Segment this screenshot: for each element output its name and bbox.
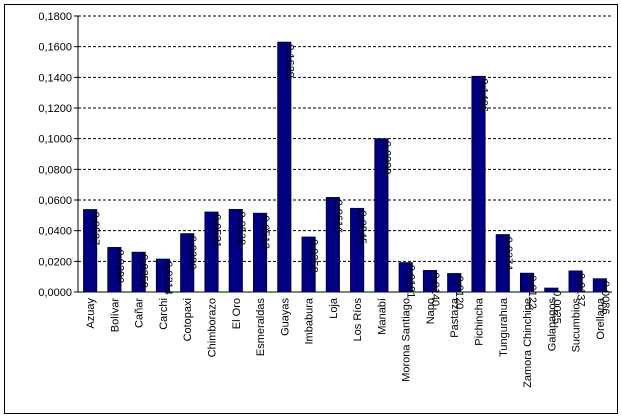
x-tick-label: Loja: [328, 297, 340, 319]
y-tick-label: 0,0800: [38, 164, 72, 176]
x-tick-label: Azuay: [85, 298, 97, 329]
bar: [374, 138, 389, 293]
y-tick-label: 0,1800: [38, 11, 72, 23]
value-label: 0,0191: [405, 265, 417, 299]
bar: [495, 234, 510, 293]
bar: [422, 270, 438, 293]
x-tick-label: Guayas: [279, 298, 291, 336]
value-label: 0,0374: [502, 237, 514, 271]
bar: [519, 272, 535, 293]
chart-frame: [4, 4, 618, 414]
x-tick-label: Pastaza: [449, 297, 461, 338]
value-label: 0,0616: [332, 200, 344, 234]
bar: [155, 258, 171, 293]
x-tick-label: Cañar: [134, 298, 146, 328]
x-tick-label: Carchi: [158, 298, 170, 330]
x-tick-label: Cotopaxi: [182, 298, 194, 341]
bar: [83, 209, 98, 293]
value-label: 0,0140: [429, 273, 441, 307]
value-label: 0,0259: [138, 254, 150, 288]
value-label: 0,0380: [186, 236, 198, 270]
y-tick-label: 0,0000: [38, 287, 72, 299]
bar: [301, 236, 316, 293]
value-label: 0,0999: [380, 141, 392, 175]
y-tick-label: 0,0200: [38, 256, 72, 268]
value-label: 0,0538: [235, 212, 247, 246]
value-label: 0,0290: [113, 250, 125, 284]
y-tick-label: 0,1200: [38, 103, 72, 115]
bar: [471, 75, 486, 293]
value-label: 0,0358: [308, 239, 320, 273]
x-tick-label: Los Ríos: [352, 298, 364, 342]
x-tick-label: Tungurahua: [498, 297, 510, 357]
x-tick-label: Bolívar: [109, 298, 121, 333]
value-label: 0,0137: [575, 273, 587, 307]
bar: [350, 207, 365, 293]
bar: [592, 278, 607, 293]
value-label: 0,0120: [453, 276, 465, 310]
y-tick-label: 0,1600: [38, 42, 72, 54]
x-tick-label: Imbabura: [304, 297, 316, 344]
x-tick-label: Napo: [425, 298, 437, 324]
x-tick-label: Zamora Chinchipe: [522, 298, 534, 388]
x-tick-label: Sucumbios: [571, 298, 583, 353]
x-tick-label: Morona Santiago: [401, 298, 413, 382]
x-tick-label: El Oro: [231, 298, 243, 329]
x-tick-label: Orellana: [595, 297, 607, 339]
x-tick-label: Esmeraldas: [255, 298, 267, 357]
y-tick-label: 0,1400: [38, 72, 72, 84]
bar: [180, 233, 195, 293]
bar: [204, 211, 219, 293]
bar: [568, 270, 583, 293]
value-label: 0,0537: [89, 212, 101, 246]
bar: [228, 209, 243, 293]
value-label: 0,0214: [162, 261, 174, 295]
x-tick-label: Chimborazo: [207, 298, 219, 357]
bar: [447, 273, 462, 293]
value-label: 0,0122: [526, 275, 538, 309]
x-tick-label: Manabí: [376, 298, 388, 335]
value-label: 0,1406: [478, 78, 490, 112]
y-tick-label: 0,0400: [38, 226, 72, 238]
value-label: 0,1629: [283, 44, 295, 78]
y-tick-label: 0,1000: [38, 134, 72, 146]
value-label: 0,0513: [259, 215, 271, 249]
x-tick-label: Pichincha: [474, 297, 486, 346]
x-tick-label: Galapagos: [546, 298, 558, 352]
value-label: 0,0086: [599, 281, 611, 315]
bar: [544, 287, 559, 293]
value-label: 0,0545: [356, 210, 368, 244]
value-label: 0,0025: [550, 290, 562, 324]
y-tick-label: 0,0600: [38, 195, 72, 207]
bar: [398, 262, 413, 293]
bar: [107, 247, 122, 293]
value-label: 0,0521: [211, 214, 223, 248]
bar: [131, 251, 146, 293]
bar: [277, 41, 292, 293]
bar: [252, 212, 268, 293]
bar: [325, 197, 340, 293]
